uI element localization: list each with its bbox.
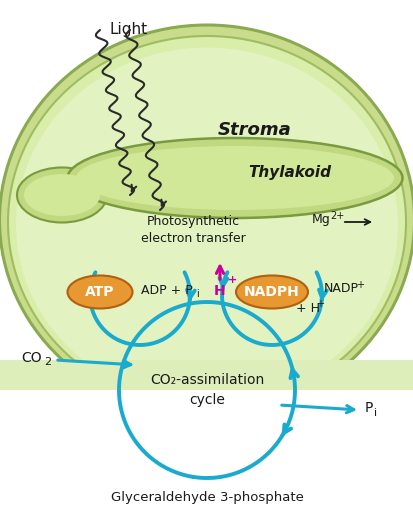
Text: 2: 2 xyxy=(44,357,51,367)
Ellipse shape xyxy=(0,25,413,415)
Text: + H: + H xyxy=(295,301,319,315)
Ellipse shape xyxy=(17,167,107,222)
Text: ADP + P: ADP + P xyxy=(141,285,192,297)
Bar xyxy=(0,360,413,528)
Ellipse shape xyxy=(235,276,307,308)
Ellipse shape xyxy=(16,48,397,402)
Bar xyxy=(0,390,413,528)
Text: CO: CO xyxy=(21,351,42,365)
Text: Photosynthetic
electron transfer: Photosynthetic electron transfer xyxy=(140,215,245,245)
Ellipse shape xyxy=(24,174,100,216)
Text: Stroma: Stroma xyxy=(218,121,291,139)
Ellipse shape xyxy=(67,276,132,308)
Ellipse shape xyxy=(8,36,405,408)
Text: P: P xyxy=(364,401,373,415)
Text: i: i xyxy=(195,289,198,299)
Text: +: + xyxy=(228,275,237,285)
Text: Mg: Mg xyxy=(311,213,330,227)
Ellipse shape xyxy=(76,146,393,210)
Text: 2+: 2+ xyxy=(329,211,344,221)
Text: ATP: ATP xyxy=(85,285,114,299)
Text: NADP: NADP xyxy=(323,282,358,296)
Text: i: i xyxy=(373,408,376,418)
Text: H: H xyxy=(214,284,225,298)
Text: Thylakoid: Thylakoid xyxy=(248,165,331,180)
Ellipse shape xyxy=(67,138,401,218)
Text: Light: Light xyxy=(110,22,148,37)
Text: Glyceraldehyde 3-phosphate: Glyceraldehyde 3-phosphate xyxy=(110,492,303,504)
Text: +: + xyxy=(355,280,363,290)
Text: NADPH: NADPH xyxy=(244,285,299,299)
Text: CO₂-assimilation
cycle: CO₂-assimilation cycle xyxy=(150,373,263,407)
Text: +: + xyxy=(315,299,323,309)
